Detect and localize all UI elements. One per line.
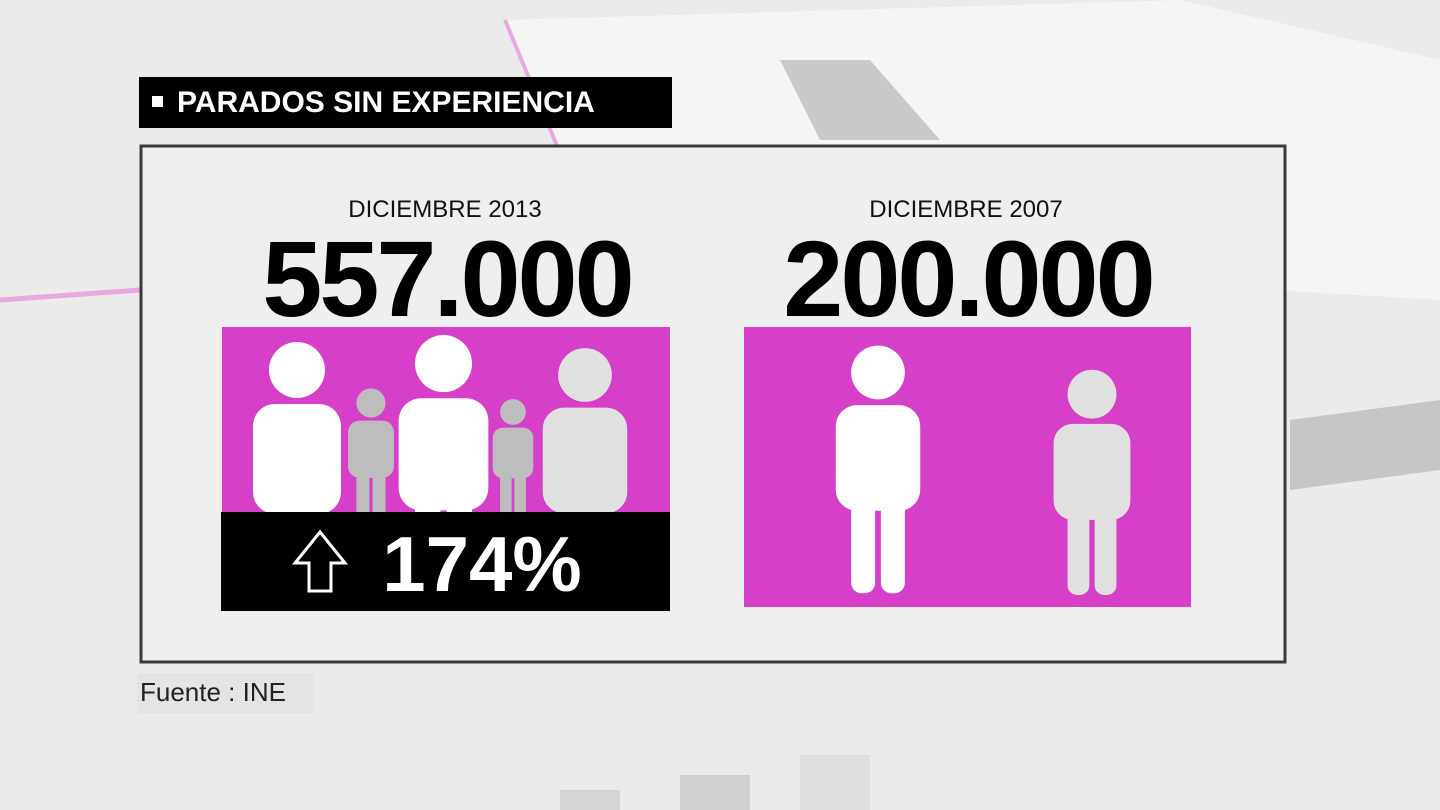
title: PARADOS SIN EXPERIENCIA [177,86,595,119]
panel-value: 200.000 [783,218,1152,339]
up-arrow [291,529,349,593]
bg-bar [560,790,620,810]
title-box [139,77,672,128]
panel-value: 557.000 [262,218,631,339]
panel-label: DICIEMBRE 2007 [869,196,1062,223]
bg-pink-line [0,287,141,303]
bg-bar [1290,400,1440,490]
change-value: 174% [382,520,582,608]
bg-bar [800,755,870,810]
source: Fuente : INE [140,677,286,707]
source-box [137,673,313,713]
title-bullet [152,96,163,107]
bg-bar [780,60,940,140]
panel-label: DICIEMBRE 2013 [348,196,541,223]
bg-bar [680,775,750,810]
